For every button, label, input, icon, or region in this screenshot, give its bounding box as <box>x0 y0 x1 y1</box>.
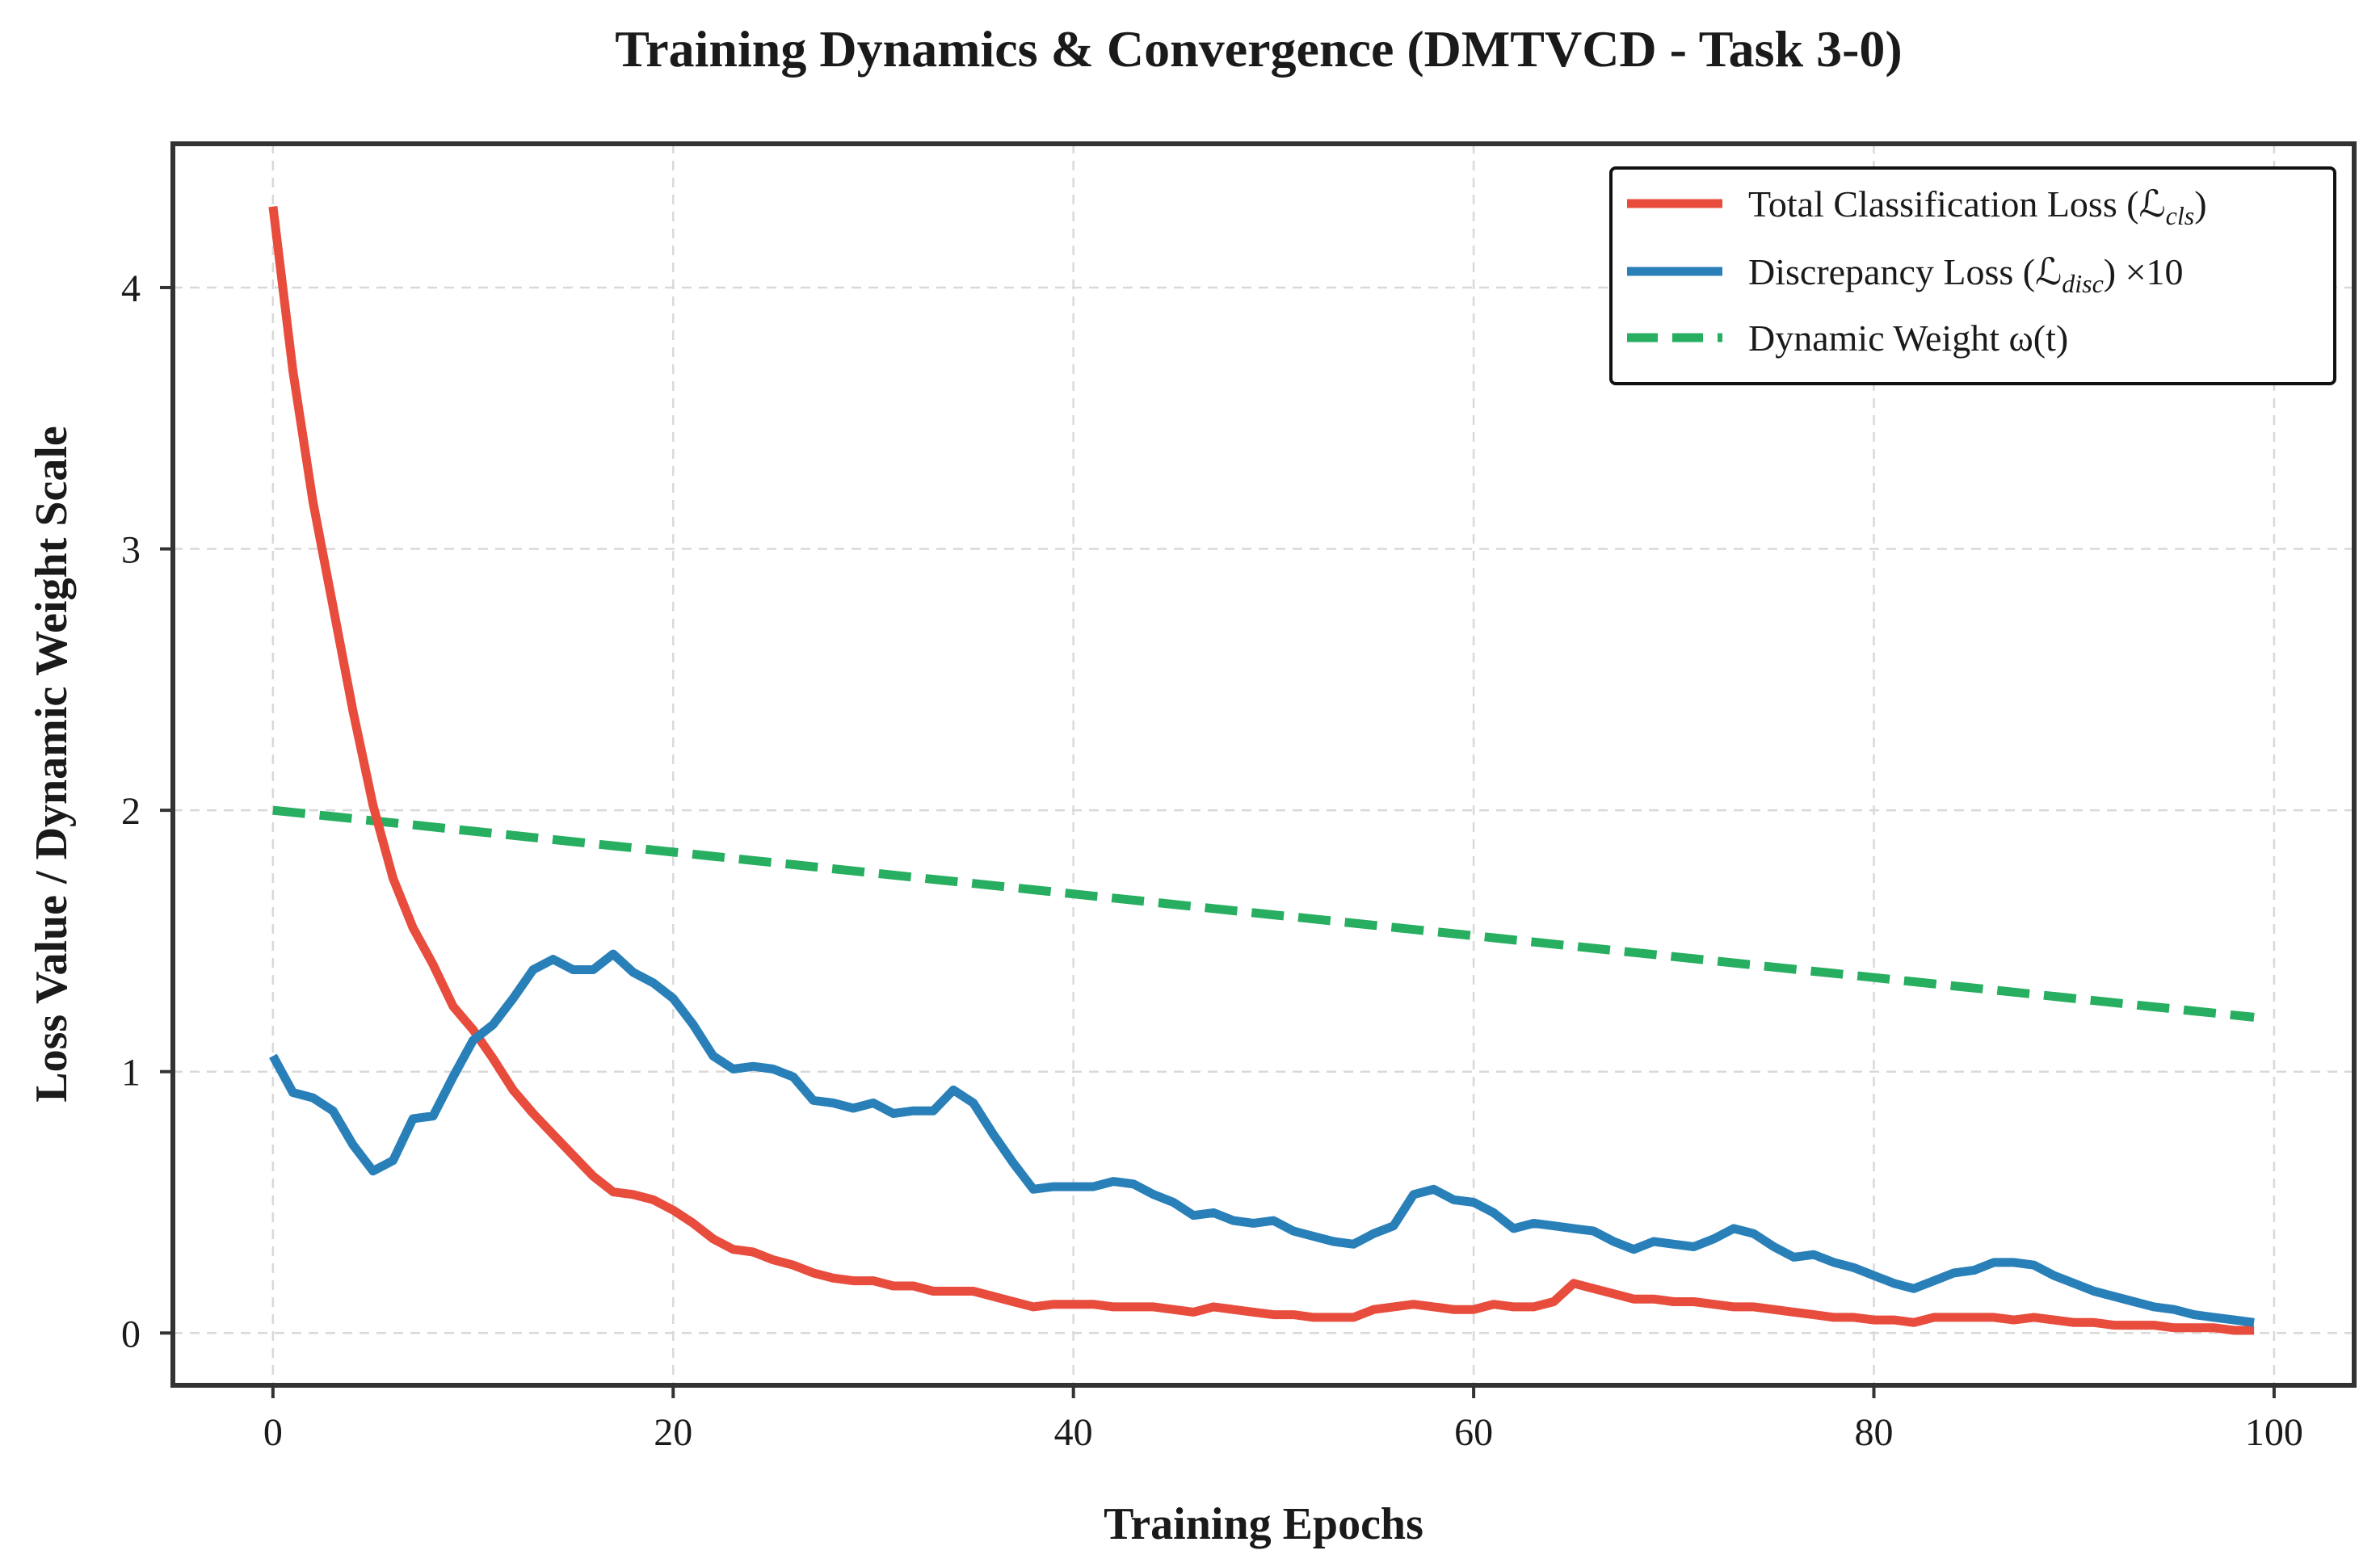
grid <box>173 144 2354 1385</box>
series-line-total-classification-loss <box>268 206 2255 1335</box>
x-tick-label: 100 <box>2245 1411 2303 1454</box>
ticks: 0 20 40 60 80 100 0 1 2 3 4 <box>121 267 2303 1454</box>
x-tick-label: 80 <box>1855 1411 1894 1454</box>
legend-label: Dynamic Weight ω(t) <box>1748 317 2068 359</box>
legend-box <box>1609 166 2336 385</box>
legend: Total Classification Loss (ℒcls) Discrepa… <box>1609 166 2336 385</box>
plot-frame <box>170 141 2357 1388</box>
y-tick-label: 3 <box>121 529 141 572</box>
series-line-dynamic-weight <box>272 805 2255 1022</box>
chart-title: Training Dynamics & Convergence (DMTVCD … <box>615 20 1902 78</box>
y-tick-label: 2 <box>121 790 141 833</box>
legend-label: Total Classification Loss (ℒcls) <box>1748 183 2207 230</box>
y-tick-label: 0 <box>121 1313 141 1355</box>
legend-label: Discrepancy Loss (ℒdisc) ×10 <box>1748 251 2184 298</box>
y-axis-label: Loss Value / Dynamic Weight Scale <box>27 426 77 1103</box>
x-tick-label: 0 <box>263 1411 283 1454</box>
series-layer <box>268 206 2255 1335</box>
x-tick-label: 40 <box>1054 1411 1093 1454</box>
x-tick-label: 20 <box>654 1411 692 1454</box>
x-tick-label: 60 <box>1454 1411 1493 1454</box>
series-line-discrepancy-loss-x10 <box>269 949 2255 1327</box>
x-axis-label: Training Epochs <box>1104 1499 1423 1549</box>
y-tick-label: 4 <box>121 267 141 310</box>
y-tick-label: 1 <box>121 1052 141 1095</box>
